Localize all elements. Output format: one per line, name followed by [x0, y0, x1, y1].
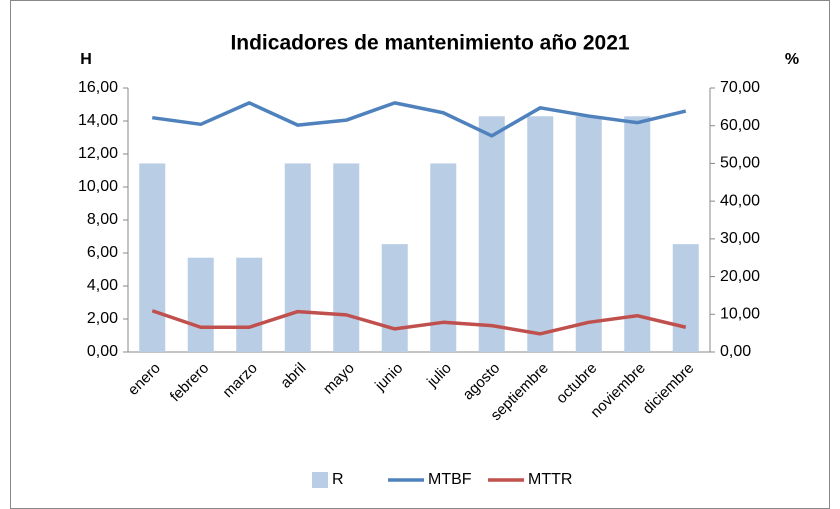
- line-series: [151, 309, 687, 336]
- y-axis-label: H: [80, 51, 92, 68]
- legend-label: MTBF: [428, 471, 472, 488]
- bar: [139, 163, 166, 352]
- y-tick-label: 8,00: [87, 211, 118, 228]
- y2-tick-label: 0,00: [720, 343, 751, 360]
- bar: [381, 244, 408, 352]
- y-tick-label: 4,00: [87, 277, 118, 294]
- bar: [527, 116, 554, 353]
- y2-tick-label: 10,00: [720, 306, 760, 323]
- y2-tick-label: 30,00: [720, 230, 760, 247]
- chart-title: Indicadores de mantenimiento año 2021: [230, 32, 629, 55]
- y-tick-label: 6,00: [87, 244, 118, 261]
- y2-tick-label: 70,00: [720, 79, 760, 96]
- y2-tick-label: 20,00: [720, 268, 760, 285]
- legend-label: R: [332, 471, 344, 488]
- y2-tick-label: 60,00: [720, 117, 760, 134]
- bar: [575, 116, 602, 353]
- y2-tick-label: 40,00: [720, 192, 760, 209]
- bar: [478, 116, 505, 353]
- bar: [333, 163, 360, 352]
- y2-tick-label: 50,00: [720, 155, 760, 172]
- chart-frame: [10, 0, 830, 509]
- bar: [236, 257, 263, 352]
- bar: [284, 163, 311, 352]
- y2-axis-label: %: [785, 51, 799, 68]
- y-tick-label: 16,00: [78, 79, 118, 96]
- bar: [672, 244, 699, 352]
- legend-swatch: [312, 472, 328, 488]
- y-tick-label: 0,00: [87, 343, 118, 360]
- y-tick-label: 12,00: [78, 145, 118, 162]
- legend-label: MTTR: [528, 471, 572, 488]
- y-tick-label: 14,00: [78, 112, 118, 129]
- bar: [624, 116, 651, 353]
- y-tick-label: 10,00: [78, 178, 118, 195]
- y-tick-label: 2,00: [87, 310, 118, 327]
- line-series: [152, 101, 687, 138]
- bar: [187, 257, 214, 352]
